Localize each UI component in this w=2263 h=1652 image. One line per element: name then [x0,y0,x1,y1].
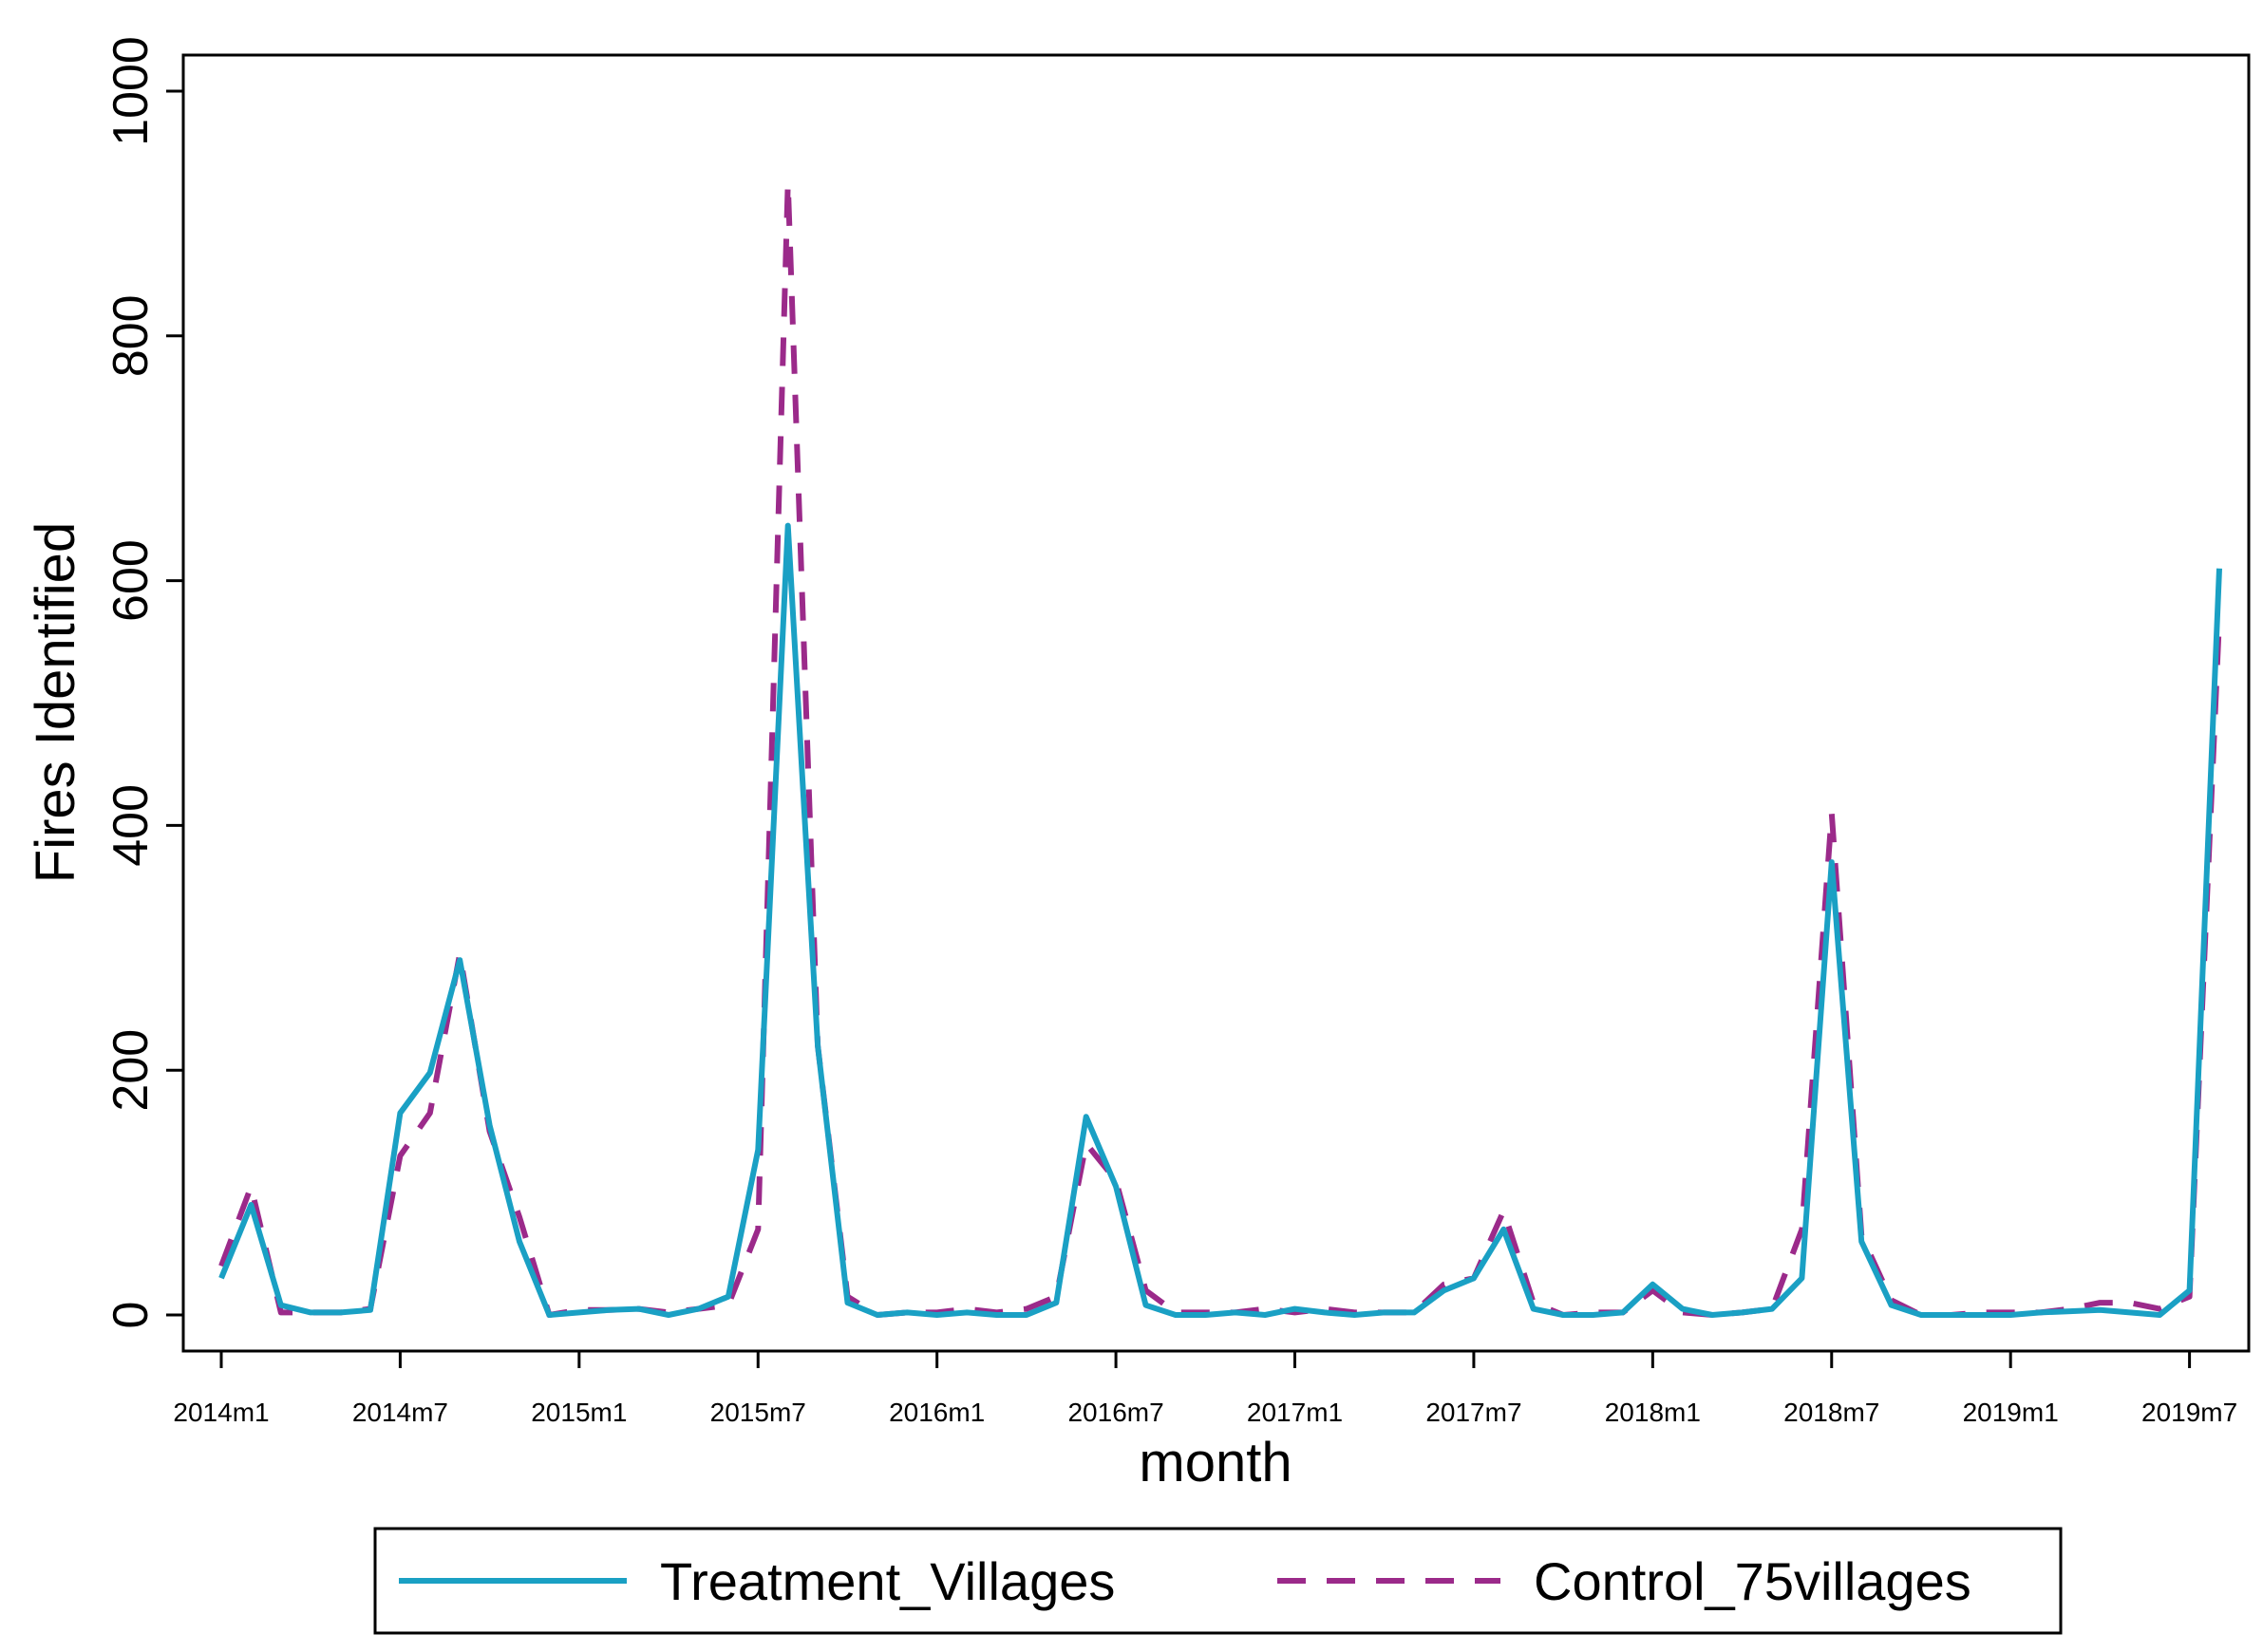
y-tick-label: 0 [104,1302,159,1329]
y-tick-label: 400 [104,784,159,867]
series-line-treatment [218,522,2222,1318]
x-tick-label: 2017m1 [1247,1398,1343,1427]
x-tick-label: 2014m7 [352,1398,448,1427]
x-tick-label: 2019m7 [2141,1398,2237,1427]
y-axis-title: Fires Identified [25,522,86,883]
y-axis: 0 200 400 600 800 1000 [104,36,183,1328]
x-tick-label: 2017m7 [1425,1398,1521,1427]
legend-box [373,1527,2063,1635]
x-tick-label: 2018m7 [1783,1398,1879,1427]
x-tick-label: 2015m1 [531,1398,627,1427]
x-axis: 2014m1 2014m7 2015m1 2015m7 2016m1 2016m7 2017… [173,1351,2237,1427]
x-tick-label: 2014m1 [173,1398,269,1427]
y-tick-label: 800 [104,294,159,377]
plot-area-frame [181,53,2251,1353]
series-layer [218,179,2222,1318]
x-tick-label: 2016m7 [1067,1398,1163,1427]
y-tick-label: 600 [104,539,159,622]
y-tick-label: 1000 [104,36,159,146]
legend-label-control: Control_75villages [1534,1551,1971,1611]
legend-label-treatment: Treatment_Villages [660,1551,1115,1611]
y-tick-label: 200 [104,1029,159,1112]
legend: Treatment_Villages Control_75villages [373,1527,2063,1635]
x-tick-label: 2018m1 [1605,1398,1701,1427]
x-tick-label: 2016m1 [889,1398,985,1427]
x-tick-label: 2015m7 [710,1398,806,1427]
x-tick-label: 2019m1 [1963,1398,2059,1427]
x-axis-title: month [1139,1432,1292,1493]
